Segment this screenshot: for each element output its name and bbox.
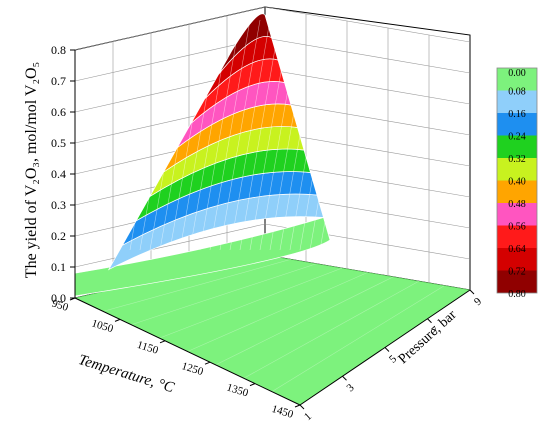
y-tick-label: 3 [344, 381, 356, 394]
colorbar-swatch [497, 270, 537, 293]
y-tick-label: 1 [302, 410, 314, 422]
z-tick-label: 0.5 [51, 136, 66, 150]
y-tick-mark [299, 404, 305, 410]
x-tick-label: 1250 [180, 360, 205, 378]
colorbar-label: 0.00 [508, 68, 526, 79]
colorbar-label: 0.40 [508, 177, 526, 188]
mesh-line [219, 19, 261, 251]
x-axis-line [74, 297, 301, 406]
colorbar-swatch [497, 113, 537, 136]
colorbar-label: 0.24 [508, 132, 526, 143]
z-tick-label: 0.2 [51, 229, 66, 243]
colorbar-label: 0.08 [508, 87, 526, 98]
wall-gridline [74, 37, 266, 82]
colorbar-swatch [497, 68, 537, 91]
z-tick-label: 0.6 [51, 105, 66, 119]
x-tick-label: 1050 [90, 317, 115, 335]
z-tick-label: 0.3 [51, 198, 66, 212]
x-tick-mark [69, 297, 76, 301]
colorbar-frame [496, 67, 538, 294]
y-axis-line [299, 289, 471, 406]
colorbar-swatch [497, 158, 537, 181]
floor-line [131, 263, 317, 326]
z-tick-label: 0.1 [51, 260, 66, 274]
floor-line [159, 267, 342, 339]
colorbar-label: 0.64 [508, 244, 526, 255]
y-tick-mark [427, 318, 432, 324]
y-tick-mark [469, 289, 475, 295]
floor-line [271, 285, 445, 392]
mesh-line [229, 19, 271, 251]
x-axis-label: Temperature, °C [76, 352, 176, 397]
y-tick-label: 9 [472, 295, 484, 308]
surface-band [74, 217, 331, 297]
floor-line [187, 272, 368, 352]
x-tick-label: 1350 [225, 382, 250, 400]
z-axis-ticks: 0.0 0.1 0.2 0.3 0.4 0.5 0.6 0.7 0.8 [51, 43, 76, 305]
mesh-line [199, 19, 241, 251]
x-tick-mark [114, 318, 121, 322]
y-tick-mark [342, 375, 347, 381]
colorbar-swatch [497, 248, 537, 271]
z-tick-label: 0.0 [51, 291, 66, 305]
wall-gridline [264, 37, 471, 74]
x-tick-label: 1450 [270, 403, 295, 421]
colorbar-label: 0.80 [508, 289, 526, 300]
colorbar-label: 0.48 [508, 199, 526, 210]
colorbar-label: 0.16 [508, 109, 526, 120]
z-tick-label: 0.7 [51, 74, 66, 88]
colorbar-swatch [497, 90, 537, 113]
colorbar-swatch [497, 203, 537, 226]
x-tick-label: 950 [50, 298, 70, 314]
mesh-line [239, 19, 281, 251]
wall-gridline [264, 68, 471, 105]
x-tick-mark [294, 404, 301, 408]
z-tick-label: 0.4 [51, 167, 66, 181]
floor-line [243, 280, 419, 379]
z-tick-label: 0.8 [51, 43, 66, 57]
wall-gridline [74, 6, 266, 51]
wall-gridline [74, 223, 266, 268]
colorbar-swatch [497, 180, 537, 203]
colorbar: 0.00 0.08 0.16 0.24 0.32 0.40 0.48 0.56 0.64 0.72… [496, 67, 538, 300]
wall-gridline [264, 99, 471, 136]
z-axis-label: The yield of V₂O₃, mol/mol V₂O₅ [23, 62, 40, 278]
x-tick-mark [204, 361, 211, 365]
mesh-line [309, 19, 330, 251]
floor-line [103, 259, 291, 312]
colorbar-label: 0.32 [508, 154, 526, 165]
floor-lines [103, 259, 445, 392]
floor-line [215, 276, 394, 366]
x-tick-mark [159, 340, 166, 344]
surface-bands [74, 13, 331, 298]
x-tick-mark [249, 383, 256, 387]
mesh-line [209, 19, 251, 251]
x-tick-label: 1150 [135, 339, 160, 357]
colorbar-swatch [497, 135, 537, 158]
colorbar-label: 0.56 [508, 222, 526, 233]
wall-gridline [264, 6, 471, 43]
colorbar-swatch [497, 225, 537, 248]
y-tick-mark [384, 347, 390, 352]
colorbar-label: 0.72 [508, 267, 526, 278]
